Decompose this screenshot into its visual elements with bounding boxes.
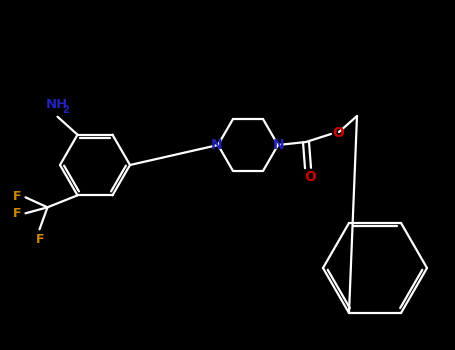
Text: F: F: [13, 190, 22, 203]
Text: O: O: [332, 126, 344, 140]
Text: NH: NH: [46, 98, 68, 111]
Text: N: N: [273, 138, 285, 152]
Text: O: O: [304, 170, 316, 184]
Text: F: F: [13, 207, 22, 220]
Text: F: F: [36, 233, 45, 246]
Text: N: N: [211, 138, 223, 152]
Text: 2: 2: [62, 105, 69, 115]
